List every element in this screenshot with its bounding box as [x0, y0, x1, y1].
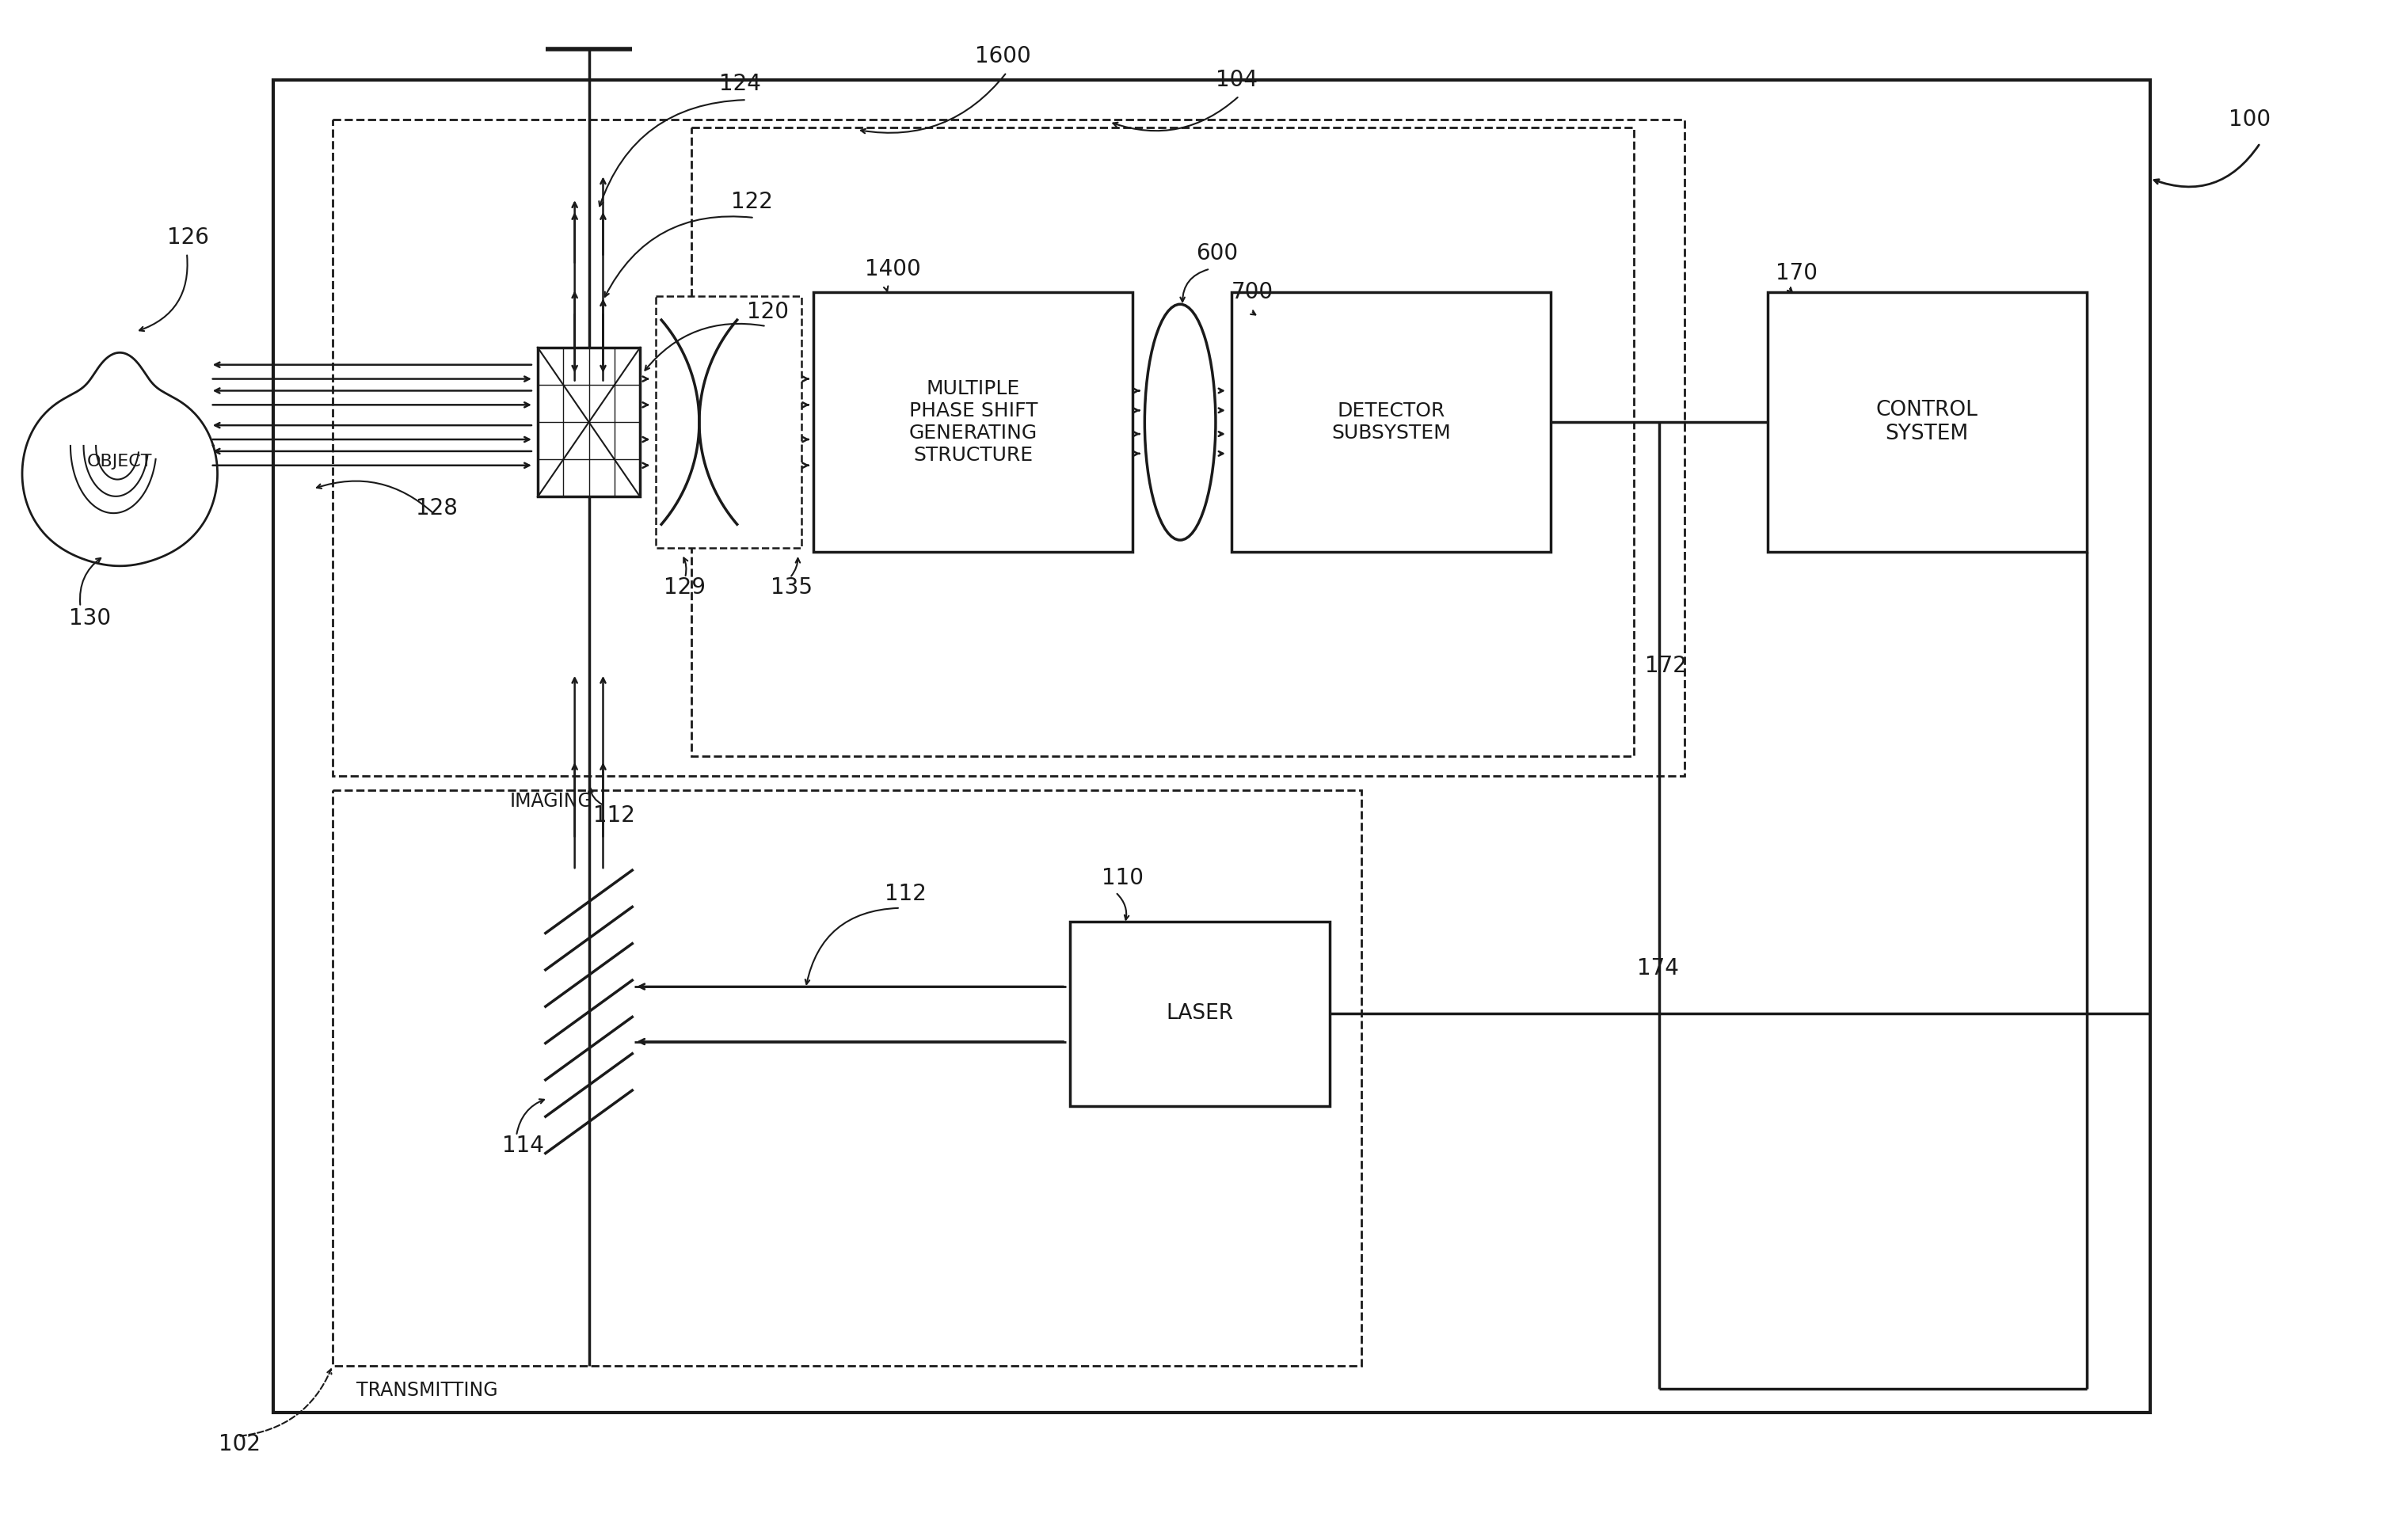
FancyBboxPatch shape: [1071, 921, 1331, 1106]
Text: 120: 120: [746, 300, 789, 323]
FancyBboxPatch shape: [657, 296, 801, 548]
Text: 128: 128: [416, 497, 457, 519]
Ellipse shape: [1145, 305, 1215, 541]
Text: 135: 135: [770, 576, 813, 599]
Text: MULTIPLE
PHASE SHIFT
GENERATING
STRUCTURE: MULTIPLE PHASE SHIFT GENERATING STRUCTUR…: [909, 380, 1037, 465]
Text: 1400: 1400: [864, 257, 921, 280]
Text: CONTROL
SYSTEM: CONTROL SYSTEM: [1877, 400, 1978, 445]
Text: 114: 114: [503, 1135, 544, 1157]
Text: 100: 100: [2228, 108, 2271, 131]
Text: 170: 170: [1776, 262, 1817, 283]
Text: 126: 126: [166, 226, 209, 248]
Text: TRANSMITTING: TRANSMITTING: [356, 1381, 498, 1400]
FancyBboxPatch shape: [1768, 293, 2086, 551]
Text: IMAGING: IMAGING: [510, 792, 594, 810]
FancyBboxPatch shape: [813, 293, 1133, 551]
FancyBboxPatch shape: [1232, 293, 1549, 551]
Text: 104: 104: [1215, 69, 1258, 91]
Text: DETECTOR
SUBSYSTEM: DETECTOR SUBSYSTEM: [1331, 402, 1451, 442]
Text: 600: 600: [1196, 242, 1239, 265]
Text: 110: 110: [1102, 867, 1143, 889]
Text: 112: 112: [592, 804, 635, 827]
Text: 124: 124: [719, 72, 760, 95]
Text: 122: 122: [731, 191, 772, 213]
Text: 172: 172: [1646, 654, 1687, 678]
FancyBboxPatch shape: [537, 348, 640, 497]
Text: 174: 174: [1638, 958, 1679, 979]
Text: 102: 102: [219, 1434, 260, 1455]
Text: 129: 129: [664, 576, 705, 599]
Text: LASER: LASER: [1167, 1004, 1234, 1024]
Text: 700: 700: [1232, 282, 1273, 303]
Text: OBJECT: OBJECT: [87, 454, 152, 470]
Text: 1600: 1600: [974, 46, 1032, 68]
Polygon shape: [22, 353, 217, 567]
Text: 112: 112: [885, 882, 926, 906]
Text: 130: 130: [67, 608, 111, 630]
